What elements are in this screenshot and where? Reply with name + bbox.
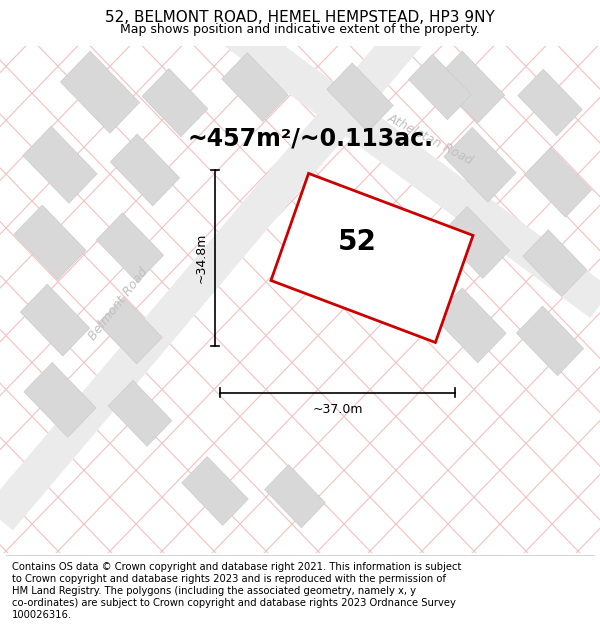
Polygon shape xyxy=(108,381,172,446)
Text: ~457m²/~0.113ac.: ~457m²/~0.113ac. xyxy=(187,127,433,151)
Polygon shape xyxy=(327,63,393,132)
Polygon shape xyxy=(222,52,288,121)
Text: co-ordinates) are subject to Crown copyright and database rights 2023 Ordnance S: co-ordinates) are subject to Crown copyr… xyxy=(12,598,456,608)
Text: to Crown copyright and database rights 2023 and is reproduced with the permissio: to Crown copyright and database rights 2… xyxy=(12,574,446,584)
Text: 52: 52 xyxy=(338,228,376,256)
Polygon shape xyxy=(14,205,86,280)
Polygon shape xyxy=(436,51,505,123)
Polygon shape xyxy=(142,69,208,137)
Text: ~34.8m: ~34.8m xyxy=(194,232,208,283)
Text: Belmont Road: Belmont Road xyxy=(86,266,150,343)
Polygon shape xyxy=(110,134,179,206)
Text: Contains OS data © Crown copyright and database right 2021. This information is : Contains OS data © Crown copyright and d… xyxy=(12,562,461,572)
Polygon shape xyxy=(409,54,472,119)
Text: 100026316.: 100026316. xyxy=(12,610,72,620)
Polygon shape xyxy=(23,126,97,203)
Polygon shape xyxy=(444,127,516,202)
Polygon shape xyxy=(61,51,140,133)
Polygon shape xyxy=(271,173,473,342)
Polygon shape xyxy=(440,206,509,278)
Text: Map shows position and indicative extent of the property.: Map shows position and indicative extent… xyxy=(120,22,480,36)
Polygon shape xyxy=(524,148,592,217)
Text: Athelstan Road: Athelstan Road xyxy=(385,111,475,167)
Text: 52, BELMONT ROAD, HEMEL HEMPSTEAD, HP3 9NY: 52, BELMONT ROAD, HEMEL HEMPSTEAD, HP3 9… xyxy=(105,10,495,25)
Polygon shape xyxy=(20,284,89,356)
Polygon shape xyxy=(98,297,162,364)
Text: ~37.0m: ~37.0m xyxy=(312,402,363,416)
Polygon shape xyxy=(518,69,582,136)
Polygon shape xyxy=(434,288,506,362)
Polygon shape xyxy=(97,213,164,282)
Polygon shape xyxy=(182,456,248,526)
Polygon shape xyxy=(24,362,96,438)
Polygon shape xyxy=(265,464,325,528)
Text: HM Land Registry. The polygons (including the associated geometry, namely x, y: HM Land Registry. The polygons (includin… xyxy=(12,586,416,596)
Polygon shape xyxy=(523,230,587,296)
Polygon shape xyxy=(517,306,584,376)
